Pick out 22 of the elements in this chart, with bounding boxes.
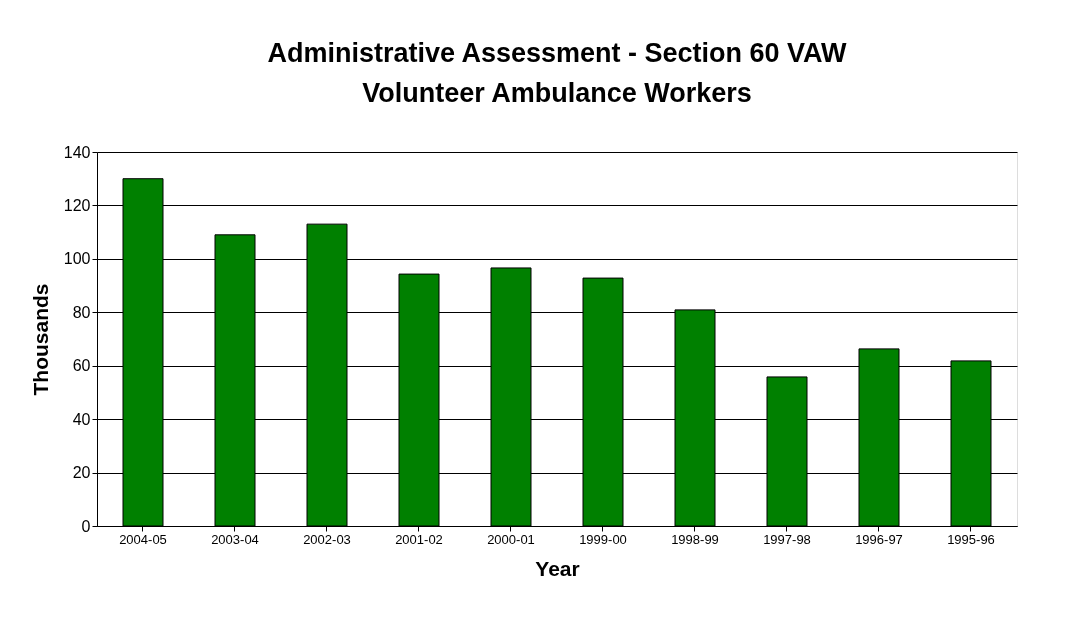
x-tick-label: 2003-04 xyxy=(211,531,259,547)
x-tick-label: 2000-01 xyxy=(487,531,535,547)
x-axis-title: Year xyxy=(535,556,580,580)
x-tick-label: 1995-96 xyxy=(947,531,995,547)
x-tick-label: 2004-05 xyxy=(119,531,167,547)
x-tick-label: 1999-00 xyxy=(579,531,627,547)
x-tick-label: 2002-03 xyxy=(303,531,351,547)
y-tick-label: 40 xyxy=(72,410,91,428)
y-tick-label: 80 xyxy=(72,303,91,321)
y-tick-label: 60 xyxy=(72,357,91,375)
y-tick-label: 120 xyxy=(63,196,91,214)
y-tick-label: 20 xyxy=(72,464,91,482)
y-axis-title: Thousands xyxy=(28,283,52,396)
text: Volunteer Ambulance Workers xyxy=(362,78,752,108)
y-tick-label: 140 xyxy=(63,143,91,161)
x-tick-label: 1997-98 xyxy=(763,531,811,547)
text: Administrative Assessment - Section 60 VAW xyxy=(267,38,847,68)
y-tick-label: 100 xyxy=(63,250,91,268)
x-tick-label: 2001-02 xyxy=(395,531,443,547)
y-tick-label: 0 xyxy=(81,517,91,535)
x-tick-label: 1998-99 xyxy=(671,531,719,547)
x-tick-label: 1996-97 xyxy=(855,531,903,547)
